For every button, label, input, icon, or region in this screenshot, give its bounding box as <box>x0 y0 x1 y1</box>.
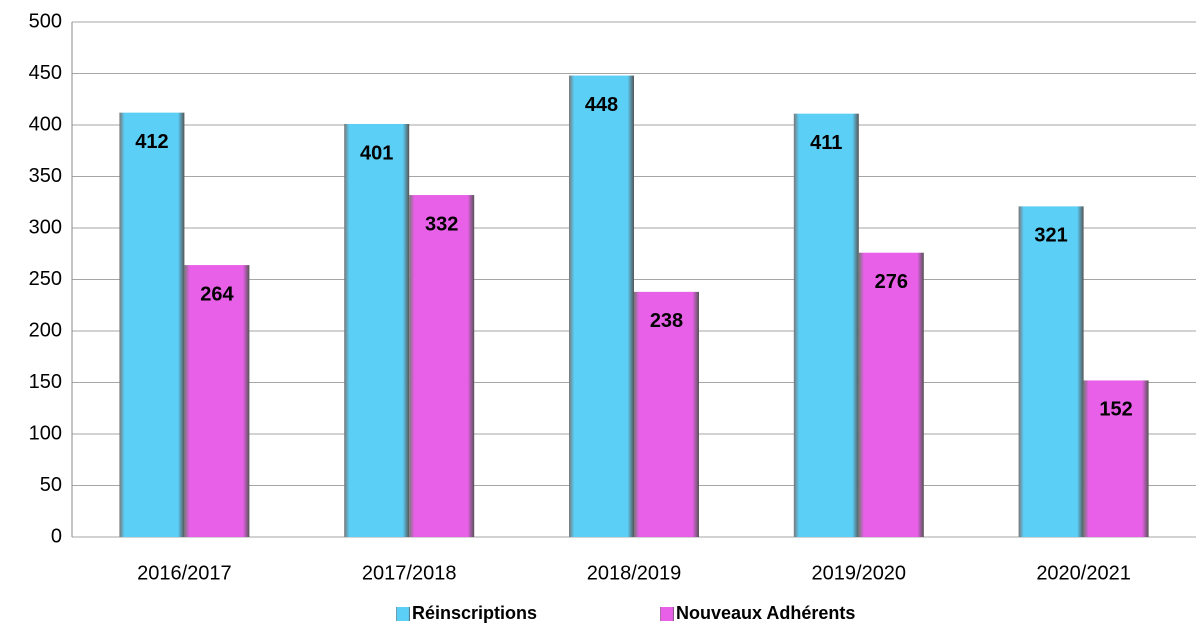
bar <box>1083 380 1149 537</box>
x-tick-label: 2020/2021 <box>1036 562 1131 584</box>
y-tick-label: 450 <box>29 62 62 84</box>
y-tick-label: 100 <box>29 422 62 444</box>
y-tick-label: 300 <box>29 216 62 238</box>
x-tick-label: 2017/2018 <box>362 562 457 584</box>
legend-swatch <box>660 607 674 621</box>
bar <box>1018 206 1084 537</box>
data-label: 411 <box>810 132 842 154</box>
bar <box>409 195 475 538</box>
y-tick-label: 150 <box>29 371 62 393</box>
y-tick-label: 500 <box>29 10 62 32</box>
bar <box>858 252 924 537</box>
data-label: 332 <box>425 213 458 235</box>
y-tick-label: 350 <box>29 165 62 187</box>
bar <box>344 123 410 537</box>
data-label: 264 <box>200 283 234 305</box>
data-label: 412 <box>135 131 168 153</box>
y-tick-label: 400 <box>29 113 62 135</box>
legend-label: Nouveaux Adhérents <box>676 603 855 623</box>
bar <box>634 291 699 537</box>
bar <box>119 112 185 537</box>
y-tick-label: 0 <box>51 525 62 547</box>
bar <box>569 75 634 537</box>
bar <box>793 113 859 538</box>
x-tick-label: 2019/2020 <box>812 562 907 584</box>
x-tick-label: 2016/2017 <box>137 562 232 584</box>
y-tick-label: 50 <box>40 474 62 496</box>
y-tick-label: 250 <box>29 268 62 290</box>
legend-swatch <box>396 607 410 621</box>
x-tick-label: 2018/2019 <box>587 562 682 584</box>
data-label: 276 <box>875 271 908 293</box>
data-label: 321 <box>1034 225 1067 247</box>
data-label: 152 <box>1099 399 1132 421</box>
y-tick-label: 200 <box>29 319 62 341</box>
data-label: 401 <box>360 142 393 164</box>
bar <box>184 265 250 537</box>
legend-label: Réinscriptions <box>412 603 537 623</box>
data-label: 448 <box>585 94 618 116</box>
data-label: 238 <box>650 310 683 332</box>
